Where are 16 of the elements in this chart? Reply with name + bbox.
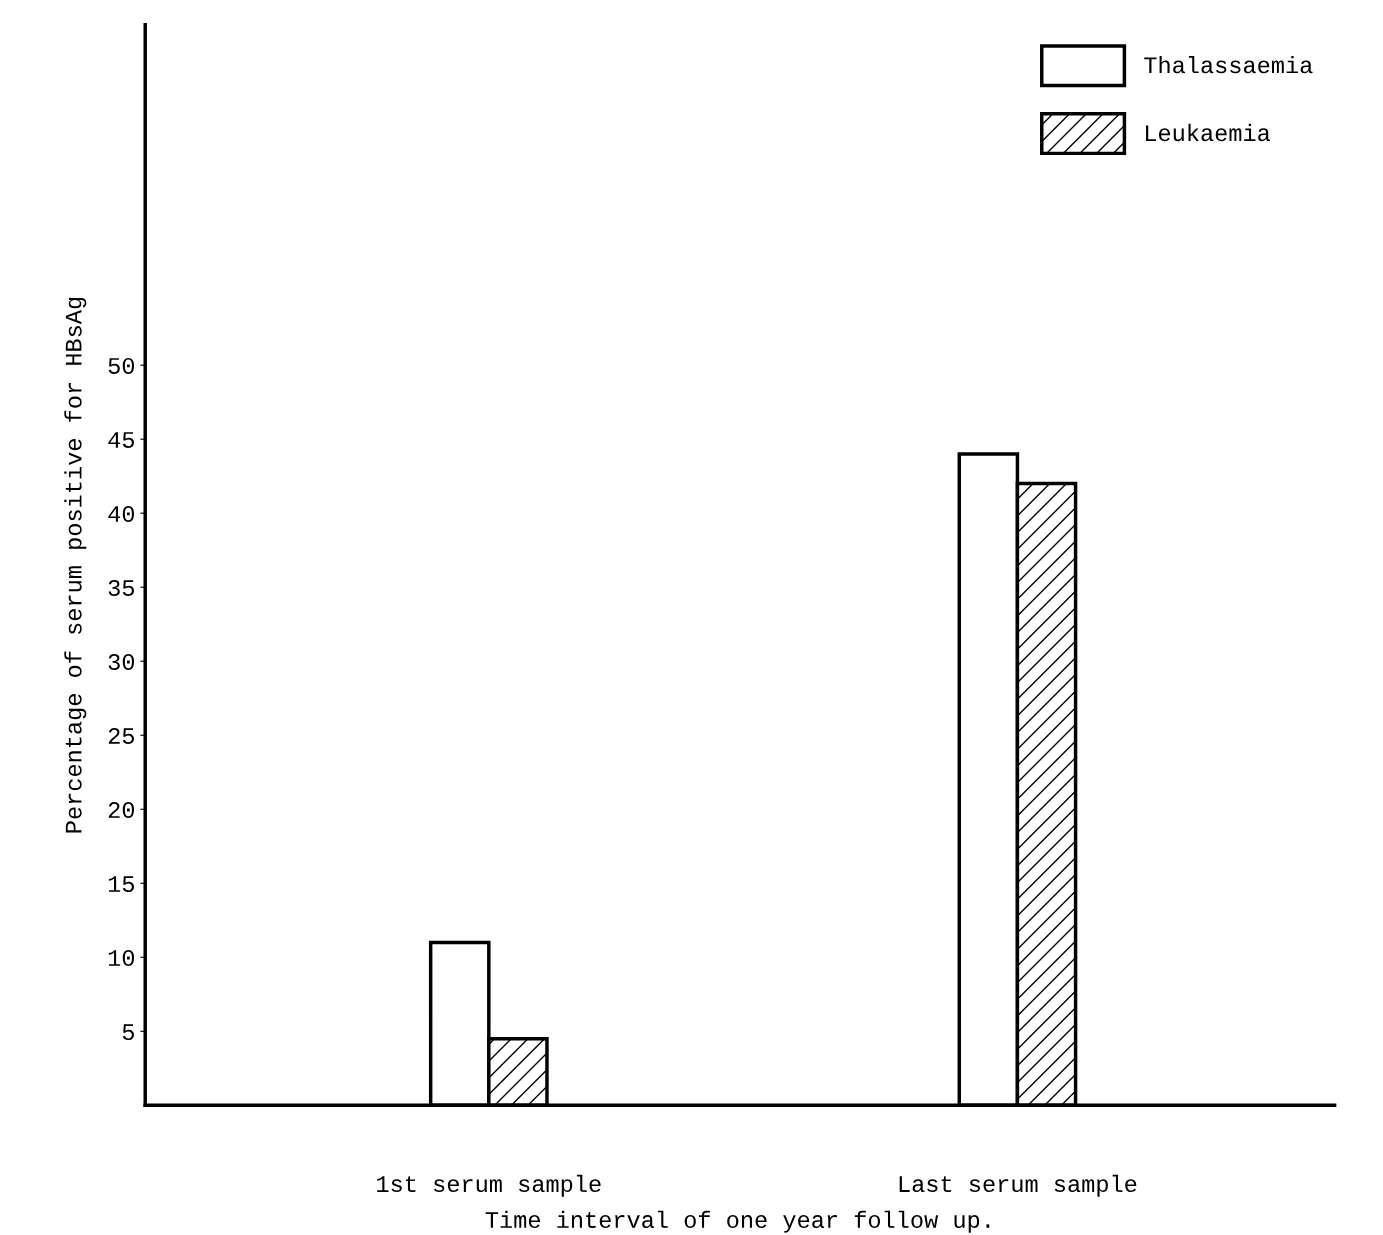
y-tick-label: 15 [108,876,134,893]
y-tick-label: 5 [122,1024,134,1041]
y-tick-label: 10 [108,950,135,967]
x-axis-title: Time interval of one year follow up. [485,1210,990,1233]
y-tick-label: 50 [108,357,135,374]
y-tick-label: 30 [108,653,135,671]
legend-label: Leukaemia [1146,123,1271,142]
x-tick-label: Last serum sample [899,1174,1137,1197]
y-tick-label: 35 [108,579,134,596]
y-tick-label: 40 [108,505,135,522]
legend-label: Thalassaemia [1144,55,1313,74]
x-tick-label: 1st serum sample [377,1174,601,1197]
y-axis-title: Percentage of serum positive for HBsAg [64,297,87,833]
y-tick-label: 20 [108,802,135,819]
y-tick-label: 45 [108,432,134,448]
y-tick-label: 25 [108,728,134,745]
